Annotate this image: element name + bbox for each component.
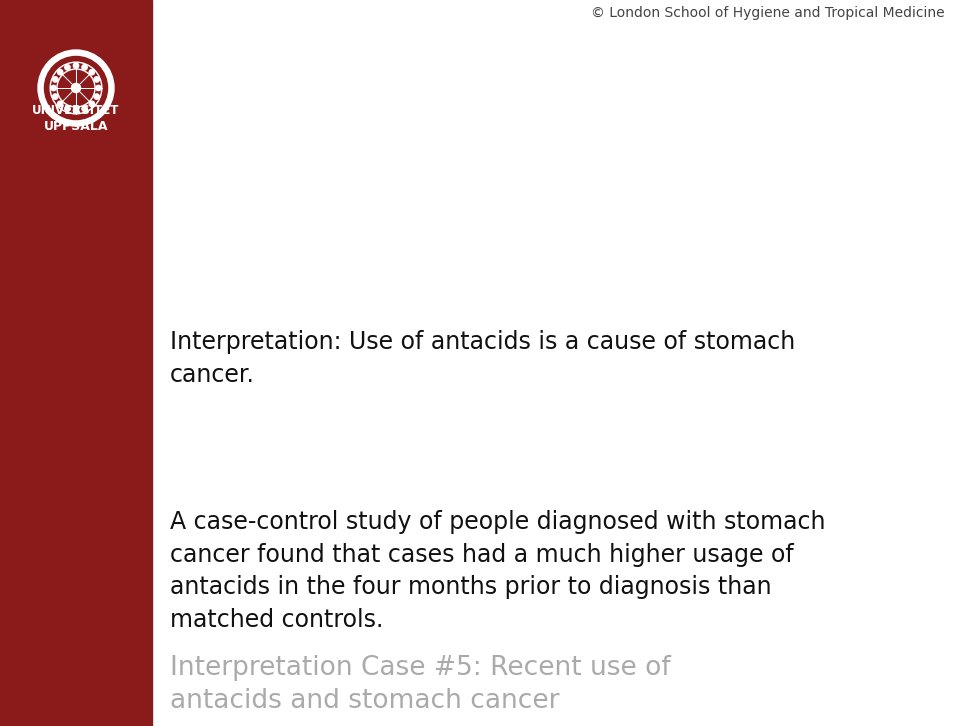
Text: A case-control study of people diagnosed with stomach
cancer found that cases ha: A case-control study of people diagnosed… [170,510,826,632]
Circle shape [94,94,100,99]
Circle shape [53,94,58,99]
Circle shape [73,63,79,68]
Circle shape [58,70,62,75]
Circle shape [38,50,114,126]
Circle shape [82,65,87,70]
Circle shape [89,101,94,107]
Circle shape [51,86,57,91]
Circle shape [96,86,101,91]
Circle shape [94,77,100,82]
Circle shape [82,106,87,111]
Circle shape [71,83,81,92]
Text: UNIVERSITET: UNIVERSITET [33,104,120,116]
Circle shape [89,70,94,75]
Text: UPPSALA: UPPSALA [44,120,108,133]
Text: Interpretation Case #5: Recent use of
antacids and stomach cancer: Interpretation Case #5: Recent use of an… [170,655,671,714]
Circle shape [64,106,70,111]
Circle shape [64,65,70,70]
Circle shape [53,77,58,82]
Circle shape [73,107,79,113]
Bar [0,0,152,726]
Text: © London School of Hygiene and Tropical Medicine: © London School of Hygiene and Tropical … [591,6,945,20]
Text: Interpretation: Use of antacids is a cause of stomach
cancer.: Interpretation: Use of antacids is a cau… [170,330,795,386]
Circle shape [44,57,108,120]
Circle shape [58,101,62,107]
